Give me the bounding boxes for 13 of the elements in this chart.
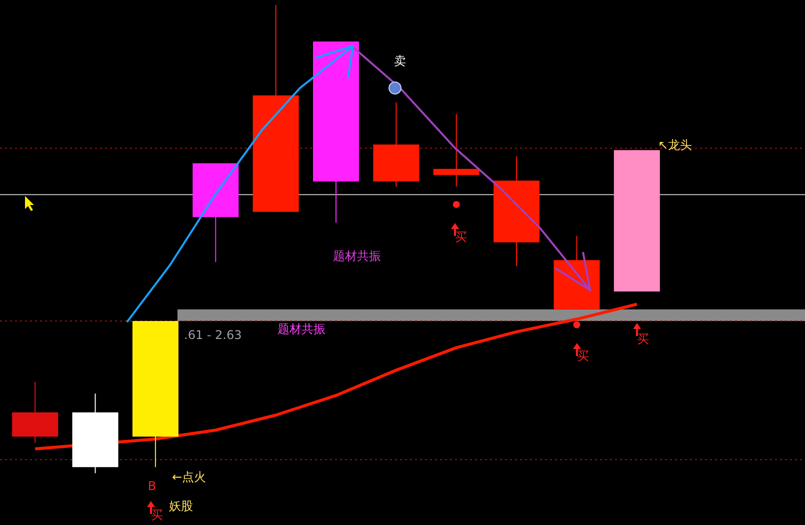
annotation: ←点火 — [172, 470, 206, 484]
candlestick — [433, 114, 480, 188]
annotation: 买 — [637, 332, 649, 346]
annotation: .61 - 2.63 — [184, 328, 242, 342]
text: B — [148, 479, 156, 494]
text: 妖股 — [169, 499, 193, 514]
text: 买 — [151, 508, 163, 522]
band-label: 题材共振 — [277, 322, 326, 336]
annotation: 买 — [577, 349, 589, 364]
annotation: 卖 — [394, 54, 406, 68]
annotation: 题材共振 — [333, 249, 381, 264]
annotation: 买 — [455, 230, 467, 244]
annotation: ↖龙头 — [658, 138, 692, 152]
